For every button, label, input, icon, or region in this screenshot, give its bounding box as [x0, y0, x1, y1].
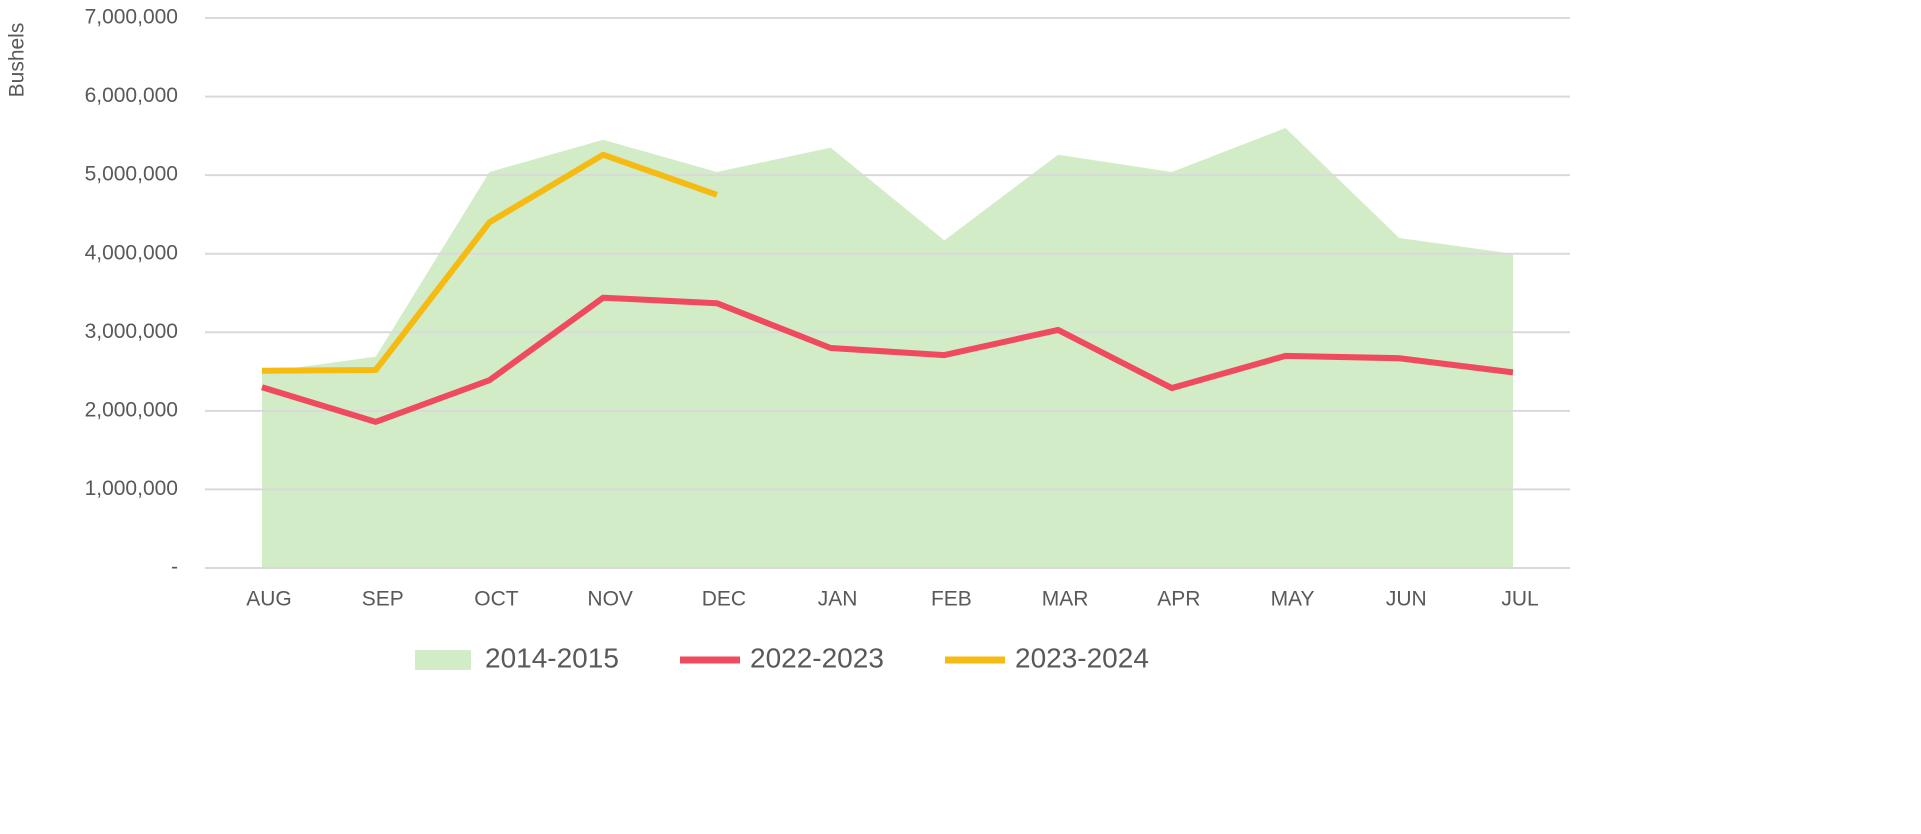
x-tick-label: AUG [246, 588, 292, 611]
y-tick-label: 7,000,000 [85, 6, 178, 29]
y-tick-label: 6,000,000 [85, 84, 178, 107]
x-tick-label: NOV [587, 588, 633, 611]
y-tick-label: 3,000,000 [85, 320, 178, 343]
y-tick-label: 4,000,000 [85, 241, 178, 264]
x-tick-label: MAR [1042, 588, 1089, 611]
x-tick-label: OCT [474, 588, 519, 611]
x-tick-label: JAN [818, 588, 858, 611]
legend-label: 2022-2023 [750, 642, 884, 673]
x-tick-label: FEB [931, 588, 972, 611]
x-tick-label: SEP [362, 588, 404, 611]
x-tick-label: APR [1157, 588, 1200, 611]
x-tick-label: MAY [1271, 588, 1315, 611]
x-tick-label: JUL [1501, 588, 1538, 611]
area [262, 128, 1513, 568]
legend-label: 2023-2024 [1015, 642, 1149, 673]
y-tick-label: 2,000,000 [85, 398, 178, 421]
x-tick-label: JUN [1386, 588, 1427, 611]
line [261, 151, 718, 374]
line [261, 294, 1514, 425]
legend-swatch [415, 650, 471, 670]
legend-label: 2014-2015 [485, 642, 619, 673]
y-axis-label: Bushels [6, 23, 29, 98]
y-tick-label: 5,000,000 [85, 163, 178, 186]
y-tick-label: 1,000,000 [85, 477, 178, 500]
y-tick-label: - [171, 556, 178, 579]
x-tick-label: DEC [702, 588, 746, 611]
